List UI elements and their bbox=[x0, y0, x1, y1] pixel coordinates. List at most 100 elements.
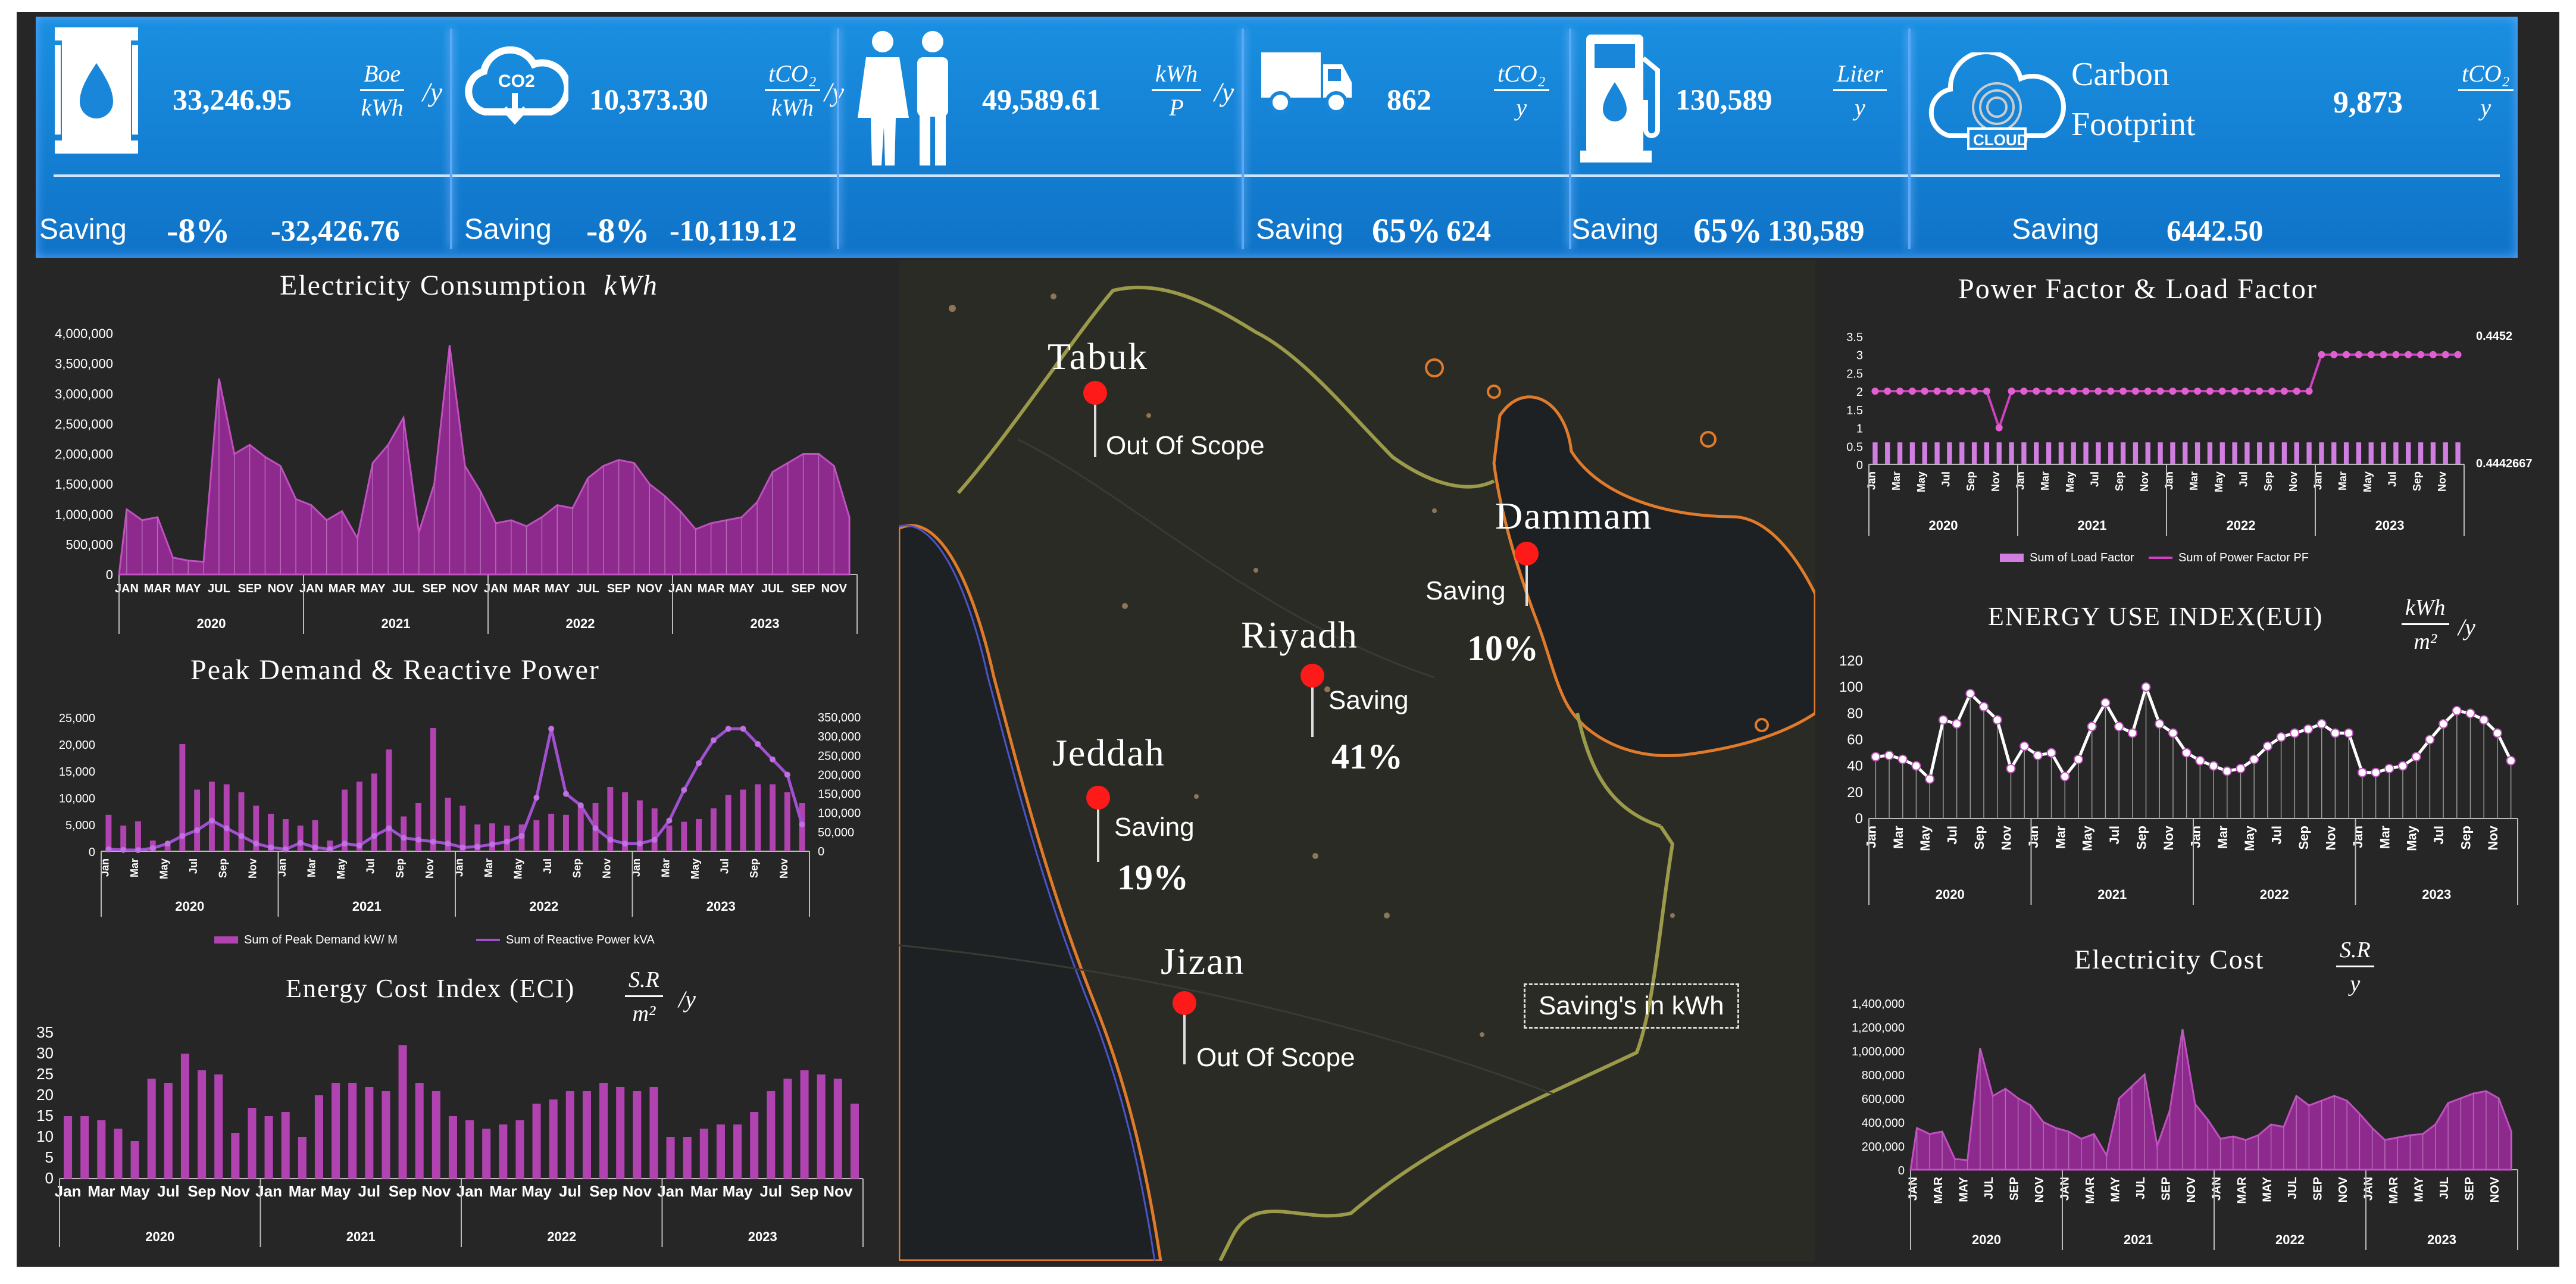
kpi-carbon-saving-label: Saving bbox=[2012, 214, 2099, 245]
x-month-label: Mar bbox=[2377, 826, 2392, 849]
peak-demand-chart: 0 5,000 10,000 15,000 20,000 25,000 Jan Mar May J… bbox=[59, 711, 861, 946]
eui-point bbox=[1992, 715, 2002, 725]
eci-unit: S.R m² bbox=[625, 964, 663, 1030]
x-month-label: Jan bbox=[2312, 471, 2324, 490]
power-factor-point bbox=[2008, 388, 2015, 395]
peak-bar bbox=[740, 789, 746, 851]
x-month-label: Nov bbox=[2486, 825, 2500, 850]
eui-point bbox=[2087, 721, 2097, 732]
power-factor-point bbox=[1896, 388, 1904, 395]
peak-bar bbox=[430, 728, 436, 851]
legend-peak: Sum of Peak Demand kW/ M bbox=[244, 933, 398, 946]
x-year-label: 2023 bbox=[751, 616, 780, 631]
reactive-point bbox=[105, 846, 112, 852]
y-tick-label: 3 bbox=[1856, 349, 1863, 363]
x-month-label: Jul bbox=[559, 1182, 582, 1200]
peak-bar bbox=[622, 792, 629, 851]
eui-point bbox=[2316, 719, 2327, 729]
power-factor-point bbox=[2156, 388, 2164, 395]
reactive-point bbox=[149, 845, 156, 851]
peak-bar bbox=[356, 782, 362, 851]
elec-title: Electricity Consumption kWh bbox=[280, 270, 658, 301]
y-tick-label: 1,000,000 bbox=[1852, 1045, 1905, 1058]
reactive-point bbox=[445, 841, 451, 847]
power-factor-point bbox=[2367, 351, 2375, 358]
x-month-label: Sep bbox=[217, 858, 229, 878]
x-month-label: Jul bbox=[2386, 471, 2398, 487]
bar bbox=[699, 1129, 708, 1179]
eui-point bbox=[2195, 755, 2205, 766]
power-factor-point bbox=[2343, 351, 2350, 358]
load-factor-bar bbox=[2207, 442, 2213, 464]
x-month-label: Nov bbox=[1999, 825, 2014, 850]
peak-bar bbox=[651, 808, 658, 851]
jizan-status: Out Of Scope bbox=[1196, 1043, 1355, 1072]
bar bbox=[147, 1079, 156, 1179]
x-month-label: Nov bbox=[246, 858, 258, 879]
peak-bar bbox=[194, 789, 201, 851]
peak-bar bbox=[342, 789, 348, 851]
reactive-point bbox=[533, 795, 540, 801]
bar bbox=[482, 1129, 491, 1179]
peak-bar bbox=[577, 805, 584, 851]
map-pin-riyadh[interactable] bbox=[1300, 664, 1324, 737]
x-month-label: May bbox=[335, 858, 347, 879]
x-month-label: SEP bbox=[2008, 1177, 2021, 1201]
bar bbox=[549, 1099, 558, 1179]
riyadh-saving-label: Saving bbox=[1328, 686, 1409, 715]
x-month-label: JUL bbox=[1983, 1177, 1996, 1199]
load-factor-bar bbox=[1947, 442, 1952, 464]
x-year-label: 2022 bbox=[2260, 887, 2289, 902]
oil-barrel-icon bbox=[55, 27, 138, 154]
kpi-co2-saving-label: Saving bbox=[464, 214, 552, 245]
x-month-label: May bbox=[723, 1182, 753, 1200]
power-factor-point bbox=[1995, 424, 2003, 432]
x-month-label: Mar bbox=[305, 858, 317, 877]
peak-bar bbox=[504, 825, 510, 851]
power-factor-point bbox=[2256, 388, 2264, 395]
x-month-label: JUL bbox=[2438, 1177, 2451, 1199]
y2-tick-label: 0 bbox=[818, 845, 824, 858]
power-factor-point bbox=[2454, 351, 2462, 358]
map-pin-tabuk[interactable] bbox=[1083, 381, 1107, 457]
peak-bar bbox=[548, 814, 555, 851]
peak-bar bbox=[105, 814, 112, 851]
x-month-label: NOV bbox=[452, 582, 479, 595]
y-tick-label: 2,500,000 bbox=[55, 417, 113, 432]
riyadh-saving-pct: 41% bbox=[1331, 737, 1403, 776]
x-month-label: JAN bbox=[1907, 1177, 1920, 1201]
x-month-label: Jan bbox=[657, 1182, 684, 1200]
power-factor-point bbox=[2169, 388, 2177, 395]
x-month-label: MAR bbox=[513, 582, 540, 595]
x-month-label: Mar bbox=[129, 858, 140, 877]
map-pin-jeddah[interactable] bbox=[1086, 786, 1110, 862]
x-month-label: Sep bbox=[2459, 826, 2474, 849]
legend-load: Sum of Load Factor bbox=[2030, 551, 2134, 564]
kpi-oil-value: 33,246.95 bbox=[173, 83, 292, 116]
reactive-point bbox=[430, 838, 436, 845]
dammam-saving-pct: 10% bbox=[1467, 629, 1539, 668]
power-factor-point bbox=[2243, 388, 2251, 395]
x-year-label: 2023 bbox=[2427, 1232, 2456, 1247]
power-factor-point bbox=[2392, 351, 2400, 358]
load-factor-bar bbox=[2331, 442, 2337, 464]
x-month-label: Jul bbox=[1940, 471, 1952, 487]
y-tick-label: 60 bbox=[1847, 732, 1863, 748]
bar bbox=[565, 1091, 574, 1179]
bar bbox=[716, 1124, 725, 1179]
x-year-label: 2021 bbox=[2078, 518, 2107, 533]
y-tick-label: 0 bbox=[106, 567, 113, 582]
map-pin-dammam[interactable] bbox=[1515, 542, 1539, 606]
reactive-point bbox=[622, 841, 629, 847]
x-month-label: NOV bbox=[821, 582, 848, 595]
y-tick-label: 20 bbox=[1847, 785, 1863, 801]
city-jeddah: Jeddah bbox=[1052, 732, 1165, 774]
x-month-label: JUL bbox=[392, 582, 415, 595]
kpi-co2: CO2 10,373.30 tCO₂ kWh /y Saving -8% -10,… bbox=[452, 17, 844, 258]
right-label-top: 0.4452 bbox=[2476, 330, 2512, 343]
load-factor-bar bbox=[2244, 442, 2250, 464]
kpi-co2-unit: tCO₂ kWh bbox=[765, 58, 820, 124]
map-pin-jizan[interactable] bbox=[1173, 991, 1196, 1064]
bar bbox=[833, 1079, 842, 1179]
kpi-co2-value: 10,373.30 bbox=[589, 83, 708, 116]
